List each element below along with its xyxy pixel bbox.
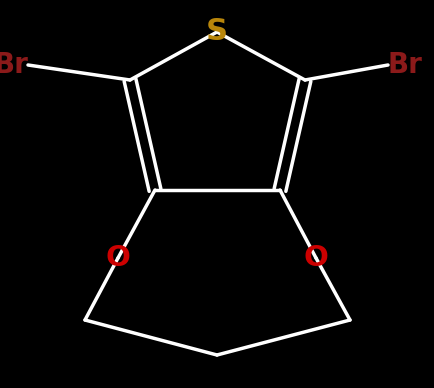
Text: O: O [105, 244, 131, 272]
Text: Br: Br [0, 51, 28, 79]
Text: S: S [206, 17, 228, 47]
Text: Br: Br [388, 51, 423, 79]
Text: O: O [303, 244, 329, 272]
